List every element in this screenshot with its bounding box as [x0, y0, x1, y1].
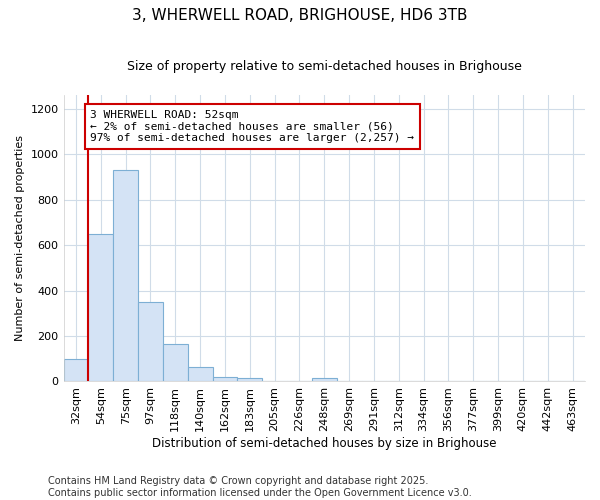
- Y-axis label: Number of semi-detached properties: Number of semi-detached properties: [15, 135, 25, 341]
- X-axis label: Distribution of semi-detached houses by size in Brighouse: Distribution of semi-detached houses by …: [152, 437, 497, 450]
- Bar: [88, 234, 113, 382]
- Bar: [113, 170, 138, 382]
- Bar: [238, 378, 262, 382]
- Text: Contains HM Land Registry data © Crown copyright and database right 2025.
Contai: Contains HM Land Registry data © Crown c…: [48, 476, 472, 498]
- Bar: [138, 302, 163, 382]
- Bar: [163, 344, 188, 382]
- Text: 3, WHERWELL ROAD, BRIGHOUSE, HD6 3TB: 3, WHERWELL ROAD, BRIGHOUSE, HD6 3TB: [132, 8, 468, 22]
- Bar: [212, 377, 238, 382]
- Bar: [312, 378, 337, 382]
- Bar: [64, 358, 88, 382]
- Text: 3 WHERWELL ROAD: 52sqm
← 2% of semi-detached houses are smaller (56)
97% of semi: 3 WHERWELL ROAD: 52sqm ← 2% of semi-deta…: [91, 110, 415, 143]
- Bar: [188, 366, 212, 382]
- Title: Size of property relative to semi-detached houses in Brighouse: Size of property relative to semi-detach…: [127, 60, 522, 73]
